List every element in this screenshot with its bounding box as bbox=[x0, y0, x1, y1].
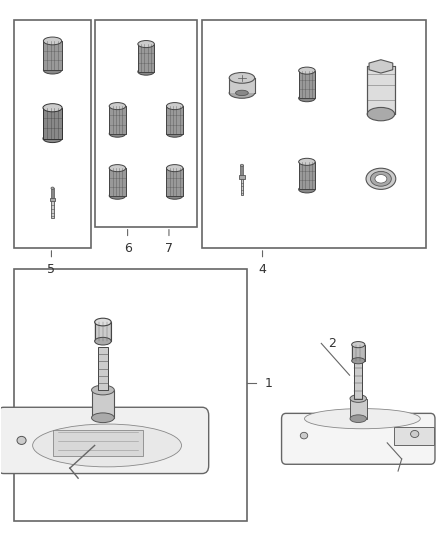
Ellipse shape bbox=[109, 192, 126, 199]
Ellipse shape bbox=[299, 186, 315, 193]
Ellipse shape bbox=[43, 104, 62, 112]
Bar bbox=[352, 345, 365, 361]
Ellipse shape bbox=[51, 187, 54, 189]
Ellipse shape bbox=[166, 165, 183, 172]
Ellipse shape bbox=[43, 37, 62, 45]
Ellipse shape bbox=[95, 318, 111, 326]
Ellipse shape bbox=[299, 95, 315, 102]
Bar bbox=[299, 162, 315, 189]
Text: 1: 1 bbox=[265, 377, 272, 390]
Ellipse shape bbox=[352, 342, 365, 348]
Ellipse shape bbox=[138, 68, 154, 75]
Bar bbox=[14, 20, 91, 248]
Ellipse shape bbox=[352, 358, 365, 364]
Ellipse shape bbox=[166, 102, 183, 110]
Bar bbox=[53, 430, 143, 456]
Ellipse shape bbox=[33, 424, 181, 467]
Ellipse shape bbox=[17, 437, 26, 445]
Bar bbox=[95, 20, 197, 227]
FancyBboxPatch shape bbox=[0, 407, 208, 473]
Bar bbox=[43, 108, 62, 139]
Ellipse shape bbox=[300, 432, 308, 439]
Ellipse shape bbox=[375, 175, 387, 183]
Ellipse shape bbox=[371, 172, 391, 186]
Ellipse shape bbox=[166, 192, 183, 199]
Text: 6: 6 bbox=[124, 241, 131, 255]
Text: 4: 4 bbox=[258, 263, 266, 276]
Bar bbox=[51, 200, 54, 217]
Ellipse shape bbox=[304, 409, 420, 429]
Bar bbox=[299, 71, 315, 98]
Bar bbox=[109, 106, 126, 134]
Ellipse shape bbox=[166, 130, 183, 137]
Ellipse shape bbox=[229, 72, 254, 83]
Ellipse shape bbox=[92, 385, 114, 395]
Text: 5: 5 bbox=[47, 263, 56, 276]
Ellipse shape bbox=[229, 87, 254, 98]
Bar bbox=[367, 67, 395, 114]
Bar bbox=[49, 198, 55, 201]
Bar bbox=[43, 41, 62, 70]
Ellipse shape bbox=[350, 395, 367, 402]
Text: 2: 2 bbox=[328, 337, 336, 350]
Bar bbox=[98, 347, 108, 390]
Ellipse shape bbox=[92, 413, 114, 423]
Text: 7: 7 bbox=[165, 241, 173, 255]
Ellipse shape bbox=[299, 67, 315, 74]
Bar bbox=[166, 168, 183, 196]
Bar bbox=[51, 188, 54, 198]
Bar bbox=[166, 106, 183, 134]
Bar bbox=[229, 78, 254, 93]
Ellipse shape bbox=[109, 165, 126, 172]
Ellipse shape bbox=[236, 90, 248, 95]
Bar bbox=[350, 399, 367, 419]
Bar bbox=[239, 175, 245, 179]
Ellipse shape bbox=[350, 415, 367, 423]
Bar bbox=[109, 168, 126, 196]
Ellipse shape bbox=[366, 168, 396, 189]
Bar bbox=[138, 44, 154, 71]
Ellipse shape bbox=[410, 431, 419, 438]
Bar bbox=[240, 165, 244, 175]
Bar bbox=[14, 269, 247, 521]
Bar bbox=[354, 361, 362, 399]
Bar bbox=[95, 322, 111, 341]
Bar bbox=[201, 20, 426, 248]
Ellipse shape bbox=[43, 134, 62, 143]
Ellipse shape bbox=[299, 158, 315, 165]
Polygon shape bbox=[369, 60, 393, 73]
Bar bbox=[240, 177, 243, 195]
FancyBboxPatch shape bbox=[282, 414, 435, 464]
Ellipse shape bbox=[240, 164, 244, 167]
Ellipse shape bbox=[109, 102, 126, 110]
Bar bbox=[395, 427, 434, 445]
Ellipse shape bbox=[138, 41, 154, 47]
Bar bbox=[92, 390, 114, 418]
Ellipse shape bbox=[95, 337, 111, 345]
Ellipse shape bbox=[109, 130, 126, 137]
Ellipse shape bbox=[367, 108, 395, 121]
Ellipse shape bbox=[43, 66, 62, 74]
